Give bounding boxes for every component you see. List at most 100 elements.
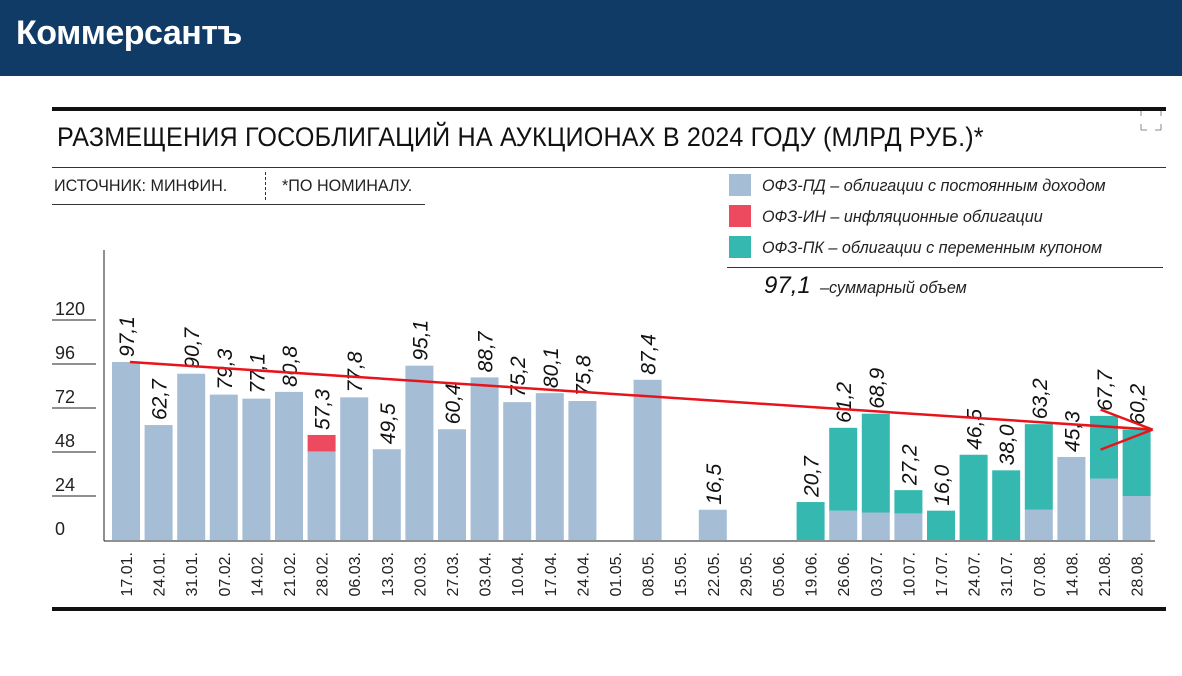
x-tick-label: 20.03.	[412, 552, 429, 596]
x-tick-label: 03.07.	[869, 552, 886, 596]
x-tick-label: 24.01.	[152, 552, 169, 596]
bar-pd	[144, 425, 173, 540]
bar-total-label: 16,0	[931, 464, 954, 505]
bar-pd	[405, 365, 434, 540]
x-tick-label: 27.03.	[445, 552, 462, 596]
bar-total-label: 77,8	[344, 351, 367, 392]
source-divider	[52, 204, 425, 205]
bar-total-label: 63,2	[1029, 378, 1052, 419]
logo[interactable]: Коммерсантъ	[16, 14, 242, 52]
bar-total-label: 77,1	[246, 353, 269, 394]
bar-pd	[568, 401, 597, 540]
bar-pk	[829, 427, 858, 511]
legend-item-pd: ОФЗ-ПД – облигации с постоянным доходом	[727, 172, 1167, 200]
bar-total-label: 90,7	[181, 327, 204, 369]
bar-pd	[698, 509, 727, 540]
x-tick-label: 31.07.	[999, 552, 1016, 596]
bar-total-label: 62,7	[149, 378, 172, 420]
bar-total-label: 75,2	[507, 356, 530, 397]
x-tick-label: 13.03.	[380, 552, 397, 596]
bar-pd	[209, 394, 238, 540]
bar-total-label: 60,4	[442, 383, 465, 424]
bar-total-label: 61,2	[833, 382, 856, 423]
x-tick-label: 14.02.	[249, 552, 266, 596]
x-tick-label: 17.01.	[119, 552, 136, 596]
y-tick-label: 24	[55, 475, 75, 495]
bar-pk	[861, 413, 890, 513]
bar-total-label: 27,2	[898, 444, 921, 486]
x-tick-label: 07.02.	[217, 552, 234, 596]
bar-pd	[633, 379, 662, 540]
bar-pk	[894, 490, 923, 514]
bottom-rule	[52, 607, 1166, 611]
bar-pk	[959, 454, 988, 540]
bar-total-label: 45,3	[1061, 411, 1084, 452]
legend-item-in: ОФЗ-ИН – инфляционные облигации	[727, 203, 1167, 231]
y-tick-label: 72	[55, 387, 75, 407]
bar-total-label: 49,5	[377, 403, 400, 444]
y-tick-label: 0	[55, 519, 65, 539]
bar-pd	[307, 451, 336, 540]
y-tick-label: 120	[55, 299, 85, 319]
x-tick-label: 06.03.	[347, 552, 364, 596]
y-tick-label: 96	[55, 343, 75, 363]
x-tick-label: 28.08.	[1130, 552, 1147, 596]
bar-pd	[177, 373, 206, 540]
bar-total-label: 57,3	[312, 389, 335, 430]
top-rule	[52, 107, 1166, 111]
bar-pd	[861, 512, 890, 540]
bar-total-label: 87,4	[638, 334, 661, 375]
bar-total-label: 60,2	[1127, 383, 1150, 424]
bar-total-label: 80,8	[279, 346, 302, 387]
bar-total-label: 95,1	[409, 320, 432, 361]
x-tick-label: 21.08.	[1097, 552, 1114, 596]
x-tick-label: 08.05.	[641, 552, 658, 596]
legend-divider	[727, 267, 1163, 268]
trend-arrow-head-upper	[1100, 408, 1154, 431]
bar-pk	[1024, 424, 1053, 510]
bar-total-label: 80,1	[540, 347, 563, 388]
legend-item-pk: ОФЗ-ПК – облигации с переменным купоном	[727, 234, 1167, 262]
volume-example-text: –суммарный объем	[820, 278, 967, 297]
bar-total-label: 88,7	[475, 330, 498, 372]
x-tick-label: 03.04.	[478, 552, 495, 596]
legend-label-in: ОФЗ-ИН – инфляционные облигации	[762, 207, 1043, 226]
title-divider	[52, 167, 1166, 168]
source-label: ИСТОЧНИК: МИНФИН.	[54, 176, 228, 195]
footnote-label: *ПО НОМИНАЛУ.	[282, 176, 413, 195]
bar-pd	[1090, 478, 1118, 540]
bar-pk	[992, 470, 1021, 540]
y-tick-label: 48	[55, 431, 75, 451]
bar-total-label: 16,5	[703, 464, 726, 505]
bar-in	[307, 434, 336, 452]
bar-pd	[372, 449, 401, 540]
x-tick-label: 31.01.	[184, 552, 201, 596]
x-tick-label: 24.04.	[575, 552, 592, 596]
legend-swatch-pd	[729, 174, 751, 196]
bar-pd	[275, 391, 303, 540]
bar-pd	[1122, 496, 1151, 540]
x-tick-label: 10.07.	[901, 552, 918, 596]
bar-total-label: 46,5	[964, 409, 987, 450]
x-tick-label: 24.07.	[967, 552, 984, 596]
x-tick-label: 26.06.	[836, 552, 853, 596]
bar-total-label: 68,9	[866, 367, 889, 408]
legend-label-pd: ОФЗ-ПД – облигации с постоянным доходом	[762, 176, 1106, 195]
x-tick-label: 14.08.	[1064, 552, 1081, 596]
bar-pd	[112, 361, 140, 540]
x-tick-label: 17.07.	[934, 552, 951, 596]
x-tick-label: 28.02.	[315, 552, 332, 596]
x-tick-label: 29.05.	[738, 552, 755, 596]
x-tick-label: 15.05.	[673, 552, 690, 596]
bar-pd	[894, 513, 923, 540]
x-tick-label: 21.02.	[282, 552, 299, 596]
trend-arrow-line	[129, 360, 1153, 431]
bar-pd	[1024, 509, 1053, 540]
source-separator	[265, 172, 266, 200]
bar-pk	[927, 510, 955, 540]
x-tick-label: 17.04.	[543, 552, 560, 596]
header-bar: Коммерсантъ	[0, 0, 1182, 76]
legend-swatch-pk	[729, 236, 751, 258]
bar-pd	[829, 510, 858, 540]
